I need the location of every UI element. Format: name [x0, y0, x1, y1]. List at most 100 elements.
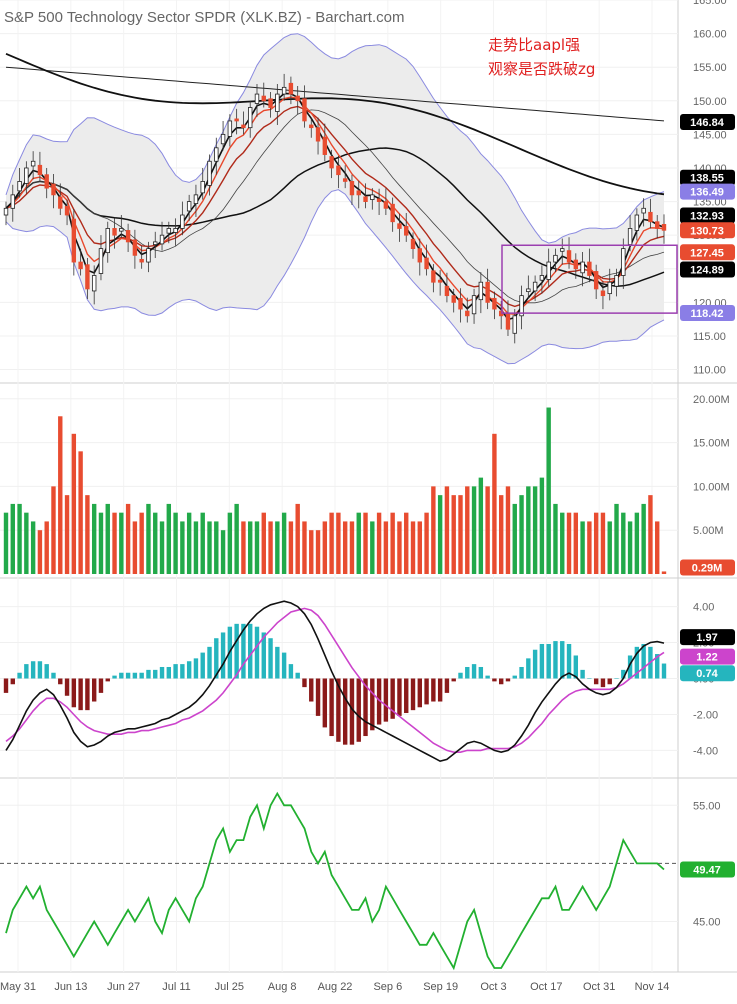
price-label-tag: [680, 304, 735, 321]
volume-bar: [193, 521, 199, 574]
macd-histogram-bar: [207, 646, 212, 679]
rsi-last-tag: [680, 861, 735, 878]
candle-body: [539, 275, 545, 281]
x-tick-label: Oct 3: [480, 981, 506, 993]
macd-histogram-bar: [553, 641, 558, 679]
volume-bar: [648, 495, 653, 574]
candle-body: [268, 98, 273, 108]
volume-bar: [532, 486, 538, 574]
volume-bar: [302, 521, 307, 574]
volume-bar: [614, 503, 619, 574]
macd-histogram-bar: [404, 678, 409, 714]
x-tick-label: Sep 6: [373, 981, 402, 993]
x-tick-label: Oct 31: [583, 981, 615, 993]
volume-bar: [587, 521, 592, 574]
volume-bar: [85, 495, 90, 574]
volume-bar: [159, 521, 165, 574]
candle-body: [634, 214, 640, 231]
candle-body: [356, 190, 361, 196]
candle-body: [309, 124, 314, 129]
volume-bar: [580, 521, 585, 574]
volume-bar: [281, 512, 287, 574]
volume-bar: [119, 512, 124, 574]
macd-histogram-bar: [64, 678, 70, 696]
volume-bar: [166, 503, 172, 574]
candle-body: [641, 207, 646, 214]
macd-last-tag: [680, 648, 735, 665]
volume-bar: [478, 477, 484, 574]
candle-body: [404, 226, 409, 236]
annotation-line-1: 走势比aapl强: [488, 36, 581, 54]
volume-bar: [329, 512, 334, 574]
candle-body: [200, 181, 205, 194]
macd-histogram-bar: [444, 678, 450, 693]
candle-body: [302, 98, 307, 122]
macd-histogram-bar: [349, 678, 355, 745]
macd-histogram-bar: [173, 664, 178, 679]
macd-tick-label: -2.00: [693, 709, 718, 721]
price-label-text: 136.49: [690, 187, 724, 199]
candle-body: [614, 275, 619, 287]
candle-body: [437, 279, 443, 283]
volume-bar: [241, 521, 246, 574]
volume-bar: [139, 512, 144, 574]
volume-bar: [214, 521, 219, 574]
price-tick-label: 150.00: [693, 96, 727, 108]
macd-histogram-bar: [431, 678, 436, 702]
volume-bar: [417, 521, 422, 574]
volume-tick-label: 15.00M: [693, 438, 730, 450]
volume-bar: [600, 512, 606, 574]
macd-histogram-bar: [295, 672, 300, 679]
volume-bar: [58, 416, 63, 574]
volume-bar: [641, 503, 646, 574]
price-tick-label: 110.00: [693, 365, 726, 377]
volume-bar: [288, 521, 294, 574]
candle-body: [30, 160, 36, 167]
macd-histogram-bar: [248, 623, 253, 679]
volume-bar: [71, 433, 77, 574]
candle-body: [44, 174, 49, 189]
candle-body: [254, 93, 260, 104]
candle-body: [3, 207, 9, 216]
candle-body: [560, 248, 565, 252]
macd-histogram-bar: [24, 664, 29, 679]
volume-bar: [465, 486, 470, 574]
macd-histogram-bar: [30, 661, 36, 679]
volume-bar: [376, 512, 382, 574]
candle-body: [214, 147, 219, 162]
macd-histogram-bar: [587, 678, 592, 679]
volume-bar: [390, 512, 395, 574]
macd-histogram-bar: [573, 655, 579, 679]
price-label-tag: [680, 183, 735, 200]
volume-bar: [505, 486, 511, 574]
macd-histogram-bar: [614, 678, 619, 679]
candle-body: [607, 281, 612, 295]
volume-bar: [661, 571, 667, 574]
macd-histogram-bar: [593, 678, 599, 685]
volume-bar: [342, 521, 348, 574]
candle-body: [139, 258, 144, 263]
macd-histogram-bar: [505, 678, 511, 682]
volume-bar: [593, 512, 599, 574]
candle-body: [64, 205, 70, 216]
volume-bar: [186, 512, 192, 574]
volume-bar: [512, 503, 517, 574]
macd-histogram-bar: [607, 678, 612, 685]
macd-histogram-bar: [376, 678, 382, 725]
macd-histogram-bar: [397, 678, 402, 716]
candle-body: [465, 310, 470, 317]
candle-body: [220, 133, 226, 145]
macd-histogram-bar: [261, 632, 266, 679]
candle-body: [132, 239, 138, 256]
x-tick-label: Jul 11: [162, 981, 191, 993]
macd-histogram-bar: [119, 672, 124, 679]
rsi-tick-label: 45.00: [693, 917, 721, 929]
volume-bar: [349, 521, 355, 574]
volume-bar: [410, 521, 416, 574]
macd-histogram-bar: [186, 661, 192, 679]
volume-bar: [526, 486, 531, 574]
macd-histogram-bar: [125, 672, 131, 679]
macd-histogram-bar: [132, 672, 138, 679]
price-tick-label: 145.00: [693, 129, 727, 141]
volume-bar: [173, 512, 178, 574]
